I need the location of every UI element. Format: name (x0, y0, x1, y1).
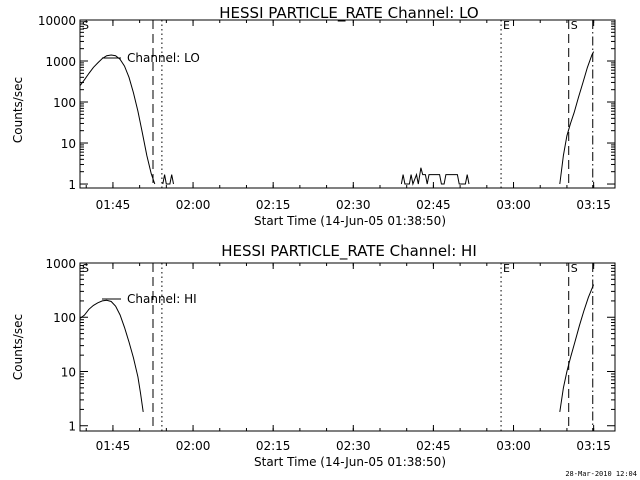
panel-lo-x-tick-label: 02:45 (416, 198, 451, 212)
panel-hi-x-tick-label: 03:15 (576, 439, 611, 453)
panel-hi-x-tick-label: 03:00 (496, 439, 531, 453)
footer-timestamp: 28-Mar-2010 12:04 (565, 470, 637, 478)
panel-lo-y-tick-label: 1000 (45, 55, 76, 69)
panel-hi-title: HESSI PARTICLE_RATE Channel: HI (221, 242, 477, 261)
panel-hi-marker-label: S (82, 262, 89, 275)
panel-lo-marker-label: S (82, 19, 89, 32)
panel-lo-tick-layer: 01:45 02:00 02:15 02:30 02:45 03:00 03:15 1 10 10… (38, 14, 615, 212)
panel-lo-x-tick-label: 02:30 (336, 198, 371, 212)
panel-hi-series-line-0 (79, 299, 144, 412)
panel-hi-y-tick-label: 100 (53, 311, 76, 325)
panel-hi-legend: Channel: HI (102, 292, 197, 306)
panel-lo-marker-label: S (571, 19, 578, 32)
panel-lo-y-tick-label: 100 (53, 96, 76, 110)
panel-hi-marker-label: S (571, 262, 578, 275)
panel-hi-plot-frame (79, 262, 616, 432)
panel-lo-series-line-1 (162, 174, 174, 185)
panel-lo: HESSI PARTICLE_RATE Channel: LO Start Ti… (11, 4, 616, 228)
panel-hi-x-tick-label: 02:30 (336, 439, 371, 453)
panel-hi-tick-layer: 01:45 02:00 02:15 02:30 02:45 03:00 03:15 1 10 10… (45, 257, 615, 453)
panel-hi-x-tick-label: 02:45 (416, 439, 451, 453)
panel-lo-y-tick-label: 10000 (38, 14, 76, 28)
panel-hi-x-tick-label: 02:00 (176, 439, 211, 453)
panel-lo-x-tick-label: 02:00 (176, 198, 211, 212)
panel-lo-x-tick-label: 03:00 (496, 198, 531, 212)
panel-hi-legend-label: Channel: HI (127, 292, 197, 306)
panel-hi-x-axis-label: Start Time (14-Jun-05 01:38:50) (254, 455, 446, 469)
panel-hi-marker-label: E (503, 262, 510, 275)
panel-hi-x-tick-label: 01:45 (96, 439, 131, 453)
panel-lo-x-tick-label: 03:15 (576, 198, 611, 212)
panel-lo-x-tick-label: 02:15 (256, 198, 291, 212)
panel-lo-legend: Channel: LO (102, 51, 200, 65)
panel-lo-y-tick-label: 1 (68, 178, 76, 192)
panel-hi-y-axis-label: Counts/sec (11, 314, 25, 380)
panel-lo-series-line-2 (400, 167, 470, 186)
panel-lo-marker-label: E (503, 19, 510, 32)
panel-lo-y-axis-label: Counts/sec (11, 77, 25, 143)
panel-hi: HESSI PARTICLE_RATE Channel: HI Start Ti… (11, 242, 616, 469)
panel-hi-series-layer (79, 284, 595, 412)
panel-hi-y-tick-label: 1 (68, 420, 76, 434)
panel-hi-y-tick-label: 10 (61, 365, 76, 379)
panel-lo-series-line-3 (559, 51, 595, 185)
panel-lo-legend-label: Channel: LO (127, 51, 200, 65)
panel-lo-title: HESSI PARTICLE_RATE Channel: LO (219, 4, 478, 23)
panel-lo-x-axis-label: Start Time (14-Jun-05 01:38:50) (254, 214, 446, 228)
panel-hi-series-line-1 (559, 284, 595, 412)
panel-hi-y-tick-label: 1000 (45, 257, 76, 271)
panel-lo-y-tick-label: 10 (61, 137, 76, 151)
panel-lo-x-tick-label: 01:45 (96, 198, 131, 212)
panel-hi-x-tick-label: 02:15 (256, 439, 291, 453)
